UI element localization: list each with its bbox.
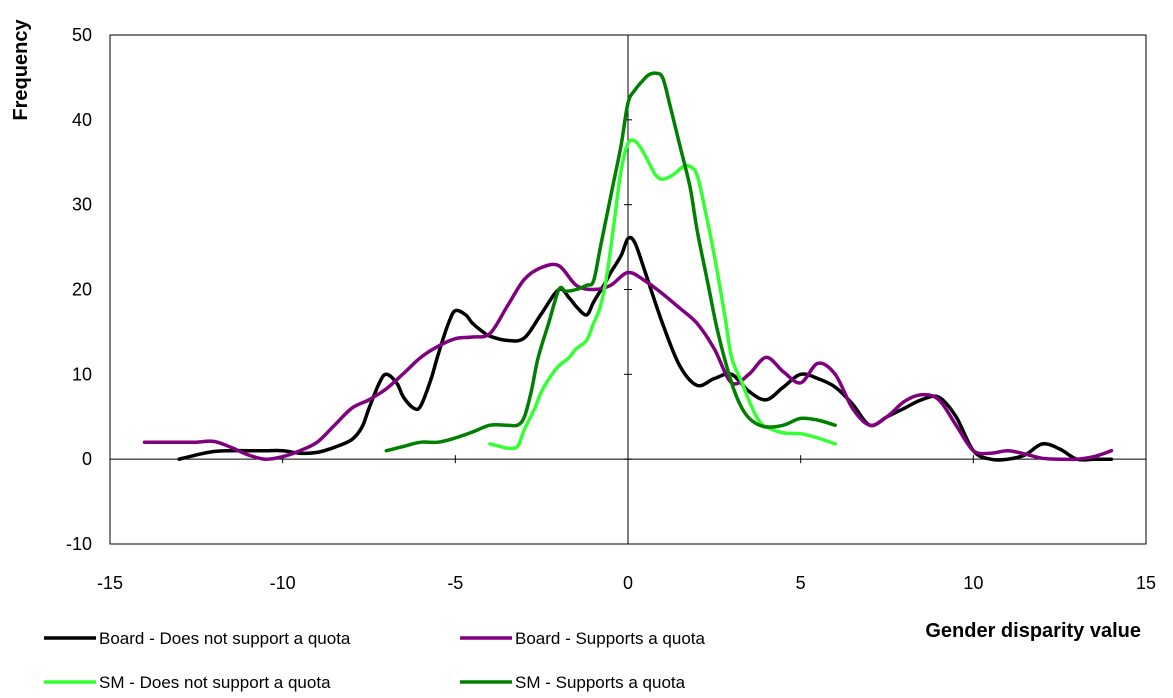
x-axis-title: Gender disparity value (925, 620, 1141, 642)
series-line-2 (142, 262, 1114, 462)
legend-label: Board - Does not support a quota (99, 629, 351, 648)
x-tick-label: 15 (1136, 573, 1156, 593)
x-tick-label: 5 (796, 573, 806, 593)
legend-label: Board - Supports a quota (515, 629, 706, 648)
legend: Board - Does not support a quota Board - … (44, 629, 706, 692)
y-tick-label: 20 (72, 280, 92, 300)
series-line-4 (384, 71, 837, 453)
y-tick-label: 40 (72, 110, 92, 130)
x-tick-label: 10 (963, 573, 983, 593)
legend-label: SM - Does not support a quota (99, 673, 331, 692)
x-tick-label: -5 (447, 573, 463, 593)
legend-label: SM - Supports a quota (515, 673, 686, 692)
x-tick-label: -10 (270, 573, 296, 593)
x-tick-labels: -15 -10 -5 0 5 10 15 (97, 573, 1156, 593)
y-axis-title: Frequency (10, 19, 32, 121)
y-tick-label: 0 (82, 449, 92, 469)
y-tick-label: -10 (66, 534, 92, 554)
x-tick-label: -15 (97, 573, 123, 593)
y-tick-label: 50 (72, 25, 92, 45)
series-line-1 (177, 235, 1114, 462)
y-tick-label: 10 (72, 364, 92, 384)
x-tick-label: 0 (623, 573, 633, 593)
y-tick-labels: -10 0 10 20 30 40 50 (66, 25, 92, 554)
series-lines (142, 71, 1114, 462)
series-line-3 (488, 138, 837, 451)
y-tick-label: 30 (72, 195, 92, 215)
